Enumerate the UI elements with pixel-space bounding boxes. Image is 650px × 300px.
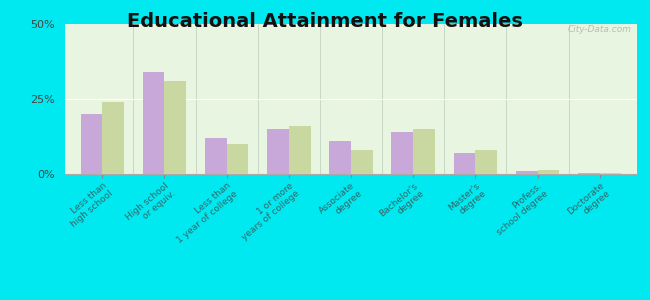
Bar [391, 132, 413, 174]
Bar [413, 129, 435, 174]
Bar [351, 150, 372, 174]
Bar [289, 126, 311, 174]
Bar [143, 72, 164, 174]
Bar [205, 138, 227, 174]
Bar [515, 171, 538, 174]
Bar [330, 141, 351, 174]
Bar [164, 81, 187, 174]
Text: City-Data.com: City-Data.com [567, 26, 631, 34]
Bar [102, 102, 124, 174]
Bar [454, 153, 475, 174]
Bar [578, 172, 600, 174]
Bar [600, 172, 621, 174]
Bar [475, 150, 497, 174]
Bar [227, 144, 248, 174]
Text: Educational Attainment for Females: Educational Attainment for Females [127, 12, 523, 31]
Bar [267, 129, 289, 174]
Bar [538, 169, 559, 174]
Bar [81, 114, 102, 174]
